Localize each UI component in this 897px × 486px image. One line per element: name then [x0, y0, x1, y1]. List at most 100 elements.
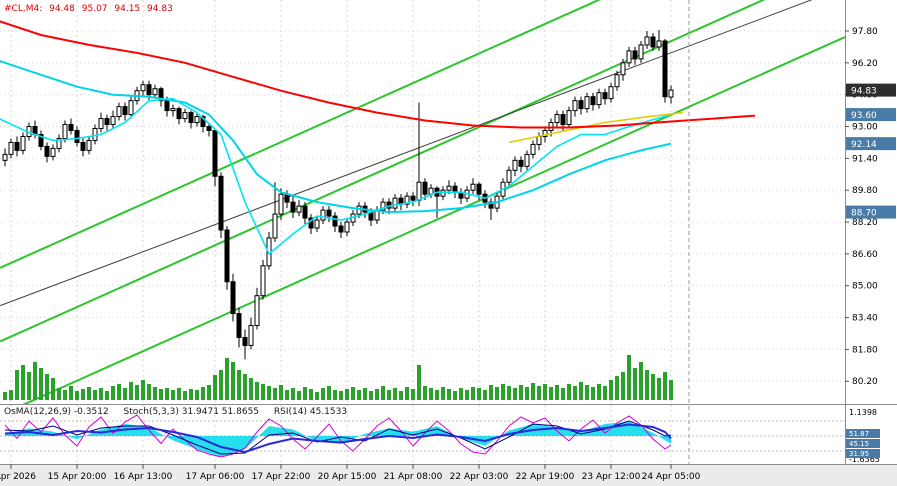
volume-bar: [243, 374, 247, 400]
volume-bar: [375, 389, 379, 400]
oscillator-max-label: 1.1398: [849, 408, 877, 417]
volume-bar: [123, 388, 127, 400]
candle-body: [122, 106, 128, 116]
candle-body: [278, 193, 284, 215]
price-marker-box: [846, 205, 896, 219]
volume-bar: [207, 385, 211, 400]
volume-bar: [195, 390, 199, 400]
candle-body: [260, 265, 266, 297]
osma-histogram: [5, 421, 671, 457]
candle-body: [320, 209, 326, 221]
candle-body: [254, 295, 260, 327]
candle-body: [560, 114, 566, 126]
candle-body: [8, 141, 14, 155]
candle-body: [146, 84, 152, 96]
candle-body: [74, 130, 80, 143]
ma-layer: [0, 20, 756, 256]
volume-bar: [459, 388, 463, 400]
time-tick-label: 17 Apr 22:00: [252, 472, 311, 482]
candle-body: [140, 84, 146, 92]
volume-bar: [465, 390, 469, 400]
volume-bar: [135, 385, 139, 400]
volume-bar: [33, 362, 37, 400]
ma-yellow-line[interactable]: [508, 111, 684, 144]
volume-bar: [555, 385, 559, 400]
volume-bar: [357, 390, 361, 400]
volume-bar: [507, 386, 511, 400]
candle-body: [152, 88, 158, 96]
volume-bar: [669, 380, 673, 400]
ma-cyan-fast-line[interactable]: [0, 97, 672, 256]
oscillator-layer: [0, 414, 845, 458]
channel-line[interactable]: [0, 36, 845, 415]
candle-body: [56, 137, 62, 149]
time-axis[interactable]: 5 Apr 2026 15 Apr 20:00 16 Apr 13:00 17 Apr…: [0, 464, 701, 482]
volume-bar: [3, 392, 7, 400]
osma-label: OsMA(12,26,9) -0.3512: [4, 407, 109, 417]
candle-body: [272, 213, 278, 239]
volume-bar: [435, 390, 439, 400]
volume-bar: [609, 380, 613, 400]
candle-body: [650, 36, 656, 48]
candle-body: [170, 108, 176, 112]
volume-bar: [81, 389, 85, 400]
ma-cyan-slow-line[interactable]: [0, 60, 672, 214]
volume-bar: [315, 392, 319, 400]
volume-bar: [153, 387, 157, 400]
volume-bar: [369, 391, 373, 400]
trendline-layer[interactable]: [0, 0, 845, 415]
candle-body: [158, 88, 164, 102]
volume-bar: [303, 387, 307, 400]
volume-bar: [627, 355, 631, 400]
time-tick-label: 22 Apr 19:00: [516, 472, 575, 482]
volume-bar: [279, 385, 283, 400]
volume-bar: [363, 388, 367, 400]
volume-bar: [591, 387, 595, 400]
channel-line[interactable]: [0, 0, 845, 343]
time-axis-strip[interactable]: [0, 465, 897, 486]
candle-body: [20, 135, 26, 151]
candle-body: [620, 62, 626, 76]
volume-bar: [471, 387, 475, 400]
candle-body: [524, 153, 530, 167]
time-tick-label: 17 Apr 06:00: [186, 472, 245, 482]
volume-bar: [267, 386, 271, 400]
volume-bar: [165, 388, 169, 400]
ma-red-line[interactable]: [0, 20, 756, 129]
volume-bar: [417, 365, 421, 400]
volume-bar: [345, 389, 349, 400]
symbol-name: #CL.M4:: [4, 4, 43, 14]
price-tick-label: 96.20: [852, 59, 878, 69]
volume-bar: [333, 390, 337, 400]
trend-line[interactable]: [0, 0, 845, 307]
volume-bar: [171, 390, 175, 400]
volume-bar: [63, 390, 67, 400]
volume-bar: [657, 378, 661, 400]
ohlc-high: 95.07: [81, 4, 108, 14]
volume-bar: [453, 391, 457, 400]
volume-bar: [57, 388, 61, 400]
volume-bar: [441, 387, 445, 400]
price-axis[interactable]: 97.8096.2094.6093.0091.4089.8088.2086.60…: [845, 27, 896, 387]
candle-body: [410, 195, 416, 201]
candle-body: [230, 281, 236, 315]
volume-bar: [231, 362, 235, 400]
candle-body: [476, 183, 482, 195]
volume-bar: [249, 378, 253, 400]
oscillator-axis[interactable]: 1.1398 -1.6365 51.87 45.15 31.95: [846, 408, 880, 464]
candle-body: [218, 175, 224, 231]
price-tick-label: 86.60: [852, 250, 878, 260]
candle-body: [110, 116, 116, 126]
oscillator-marker-value: 31.95: [849, 450, 869, 458]
symbol-ohlc-readout: #CL.M4: 94.48 95.07 94.15 94.83: [4, 4, 177, 14]
channel-line[interactable]: [0, 0, 845, 269]
candle-body: [452, 185, 458, 193]
candle-body: [632, 50, 638, 60]
volume-bar: [495, 387, 499, 400]
candle-body: [104, 118, 110, 126]
volume-bar: [93, 390, 97, 400]
price-tick-label: 85.00: [852, 282, 878, 292]
rsi-label: RSI(14) 45.1533: [273, 407, 348, 417]
volume-bar: [351, 387, 355, 400]
